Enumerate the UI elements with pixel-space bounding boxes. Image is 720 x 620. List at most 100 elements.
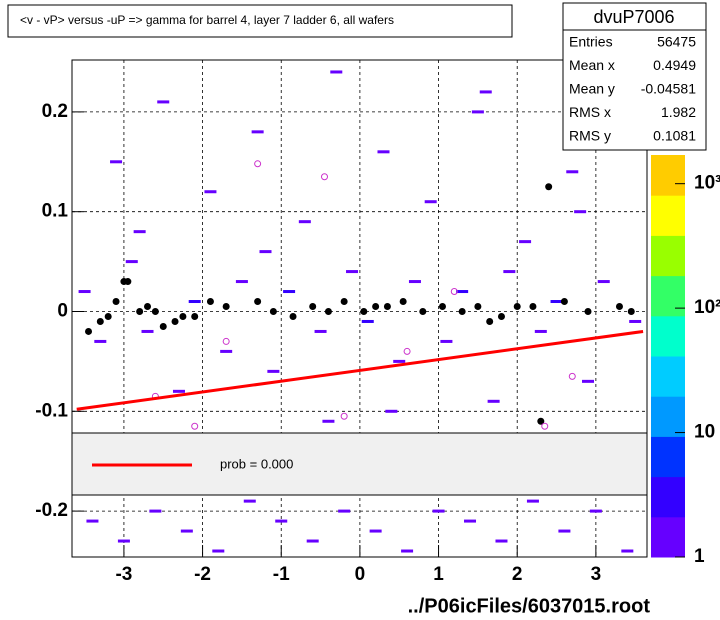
stat-label: RMS y [569,128,611,144]
chart-title: <v - vP> versus -uP => gamma for barrel … [20,13,394,27]
mean-point [340,412,348,420]
profile-point [560,298,568,306]
stat-value: 0.4949 [653,57,696,73]
profile-point [372,303,380,311]
stat-label: Entries [569,34,613,50]
y-tick-label: 0.1 [42,201,69,222]
profile-point [191,312,199,320]
y-tick-label: 0 [57,301,68,322]
bin [157,100,170,104]
profile-point [383,303,391,311]
bin [361,319,374,323]
profile-point [254,298,262,306]
x-tick-label: -2 [194,564,211,585]
mean-point [222,337,230,345]
bin [495,539,508,543]
profile-point [615,303,623,311]
x-tick-label: 0 [355,564,366,585]
stat-label: RMS x [569,104,611,120]
x-tick-label: 1 [433,564,444,585]
profile-point [537,417,545,425]
palette-cell [651,315,685,357]
stat-label: Mean y [569,81,615,97]
bin [78,290,91,294]
bin [408,280,421,284]
y-tick-label: -0.2 [35,500,68,521]
stats-box [562,2,707,151]
profile-point [497,312,505,320]
y-tick-label: -0.1 [35,400,68,421]
bin [393,359,406,363]
profile-point [104,312,112,320]
profile-point [340,298,348,306]
mean-point [568,372,576,380]
bin [550,300,563,304]
bin [479,90,492,94]
bin [621,549,634,553]
legend-label: prob = 0.000 [220,456,293,471]
bin [212,549,225,553]
stat-label: Mean x [569,57,615,73]
profile-point [438,303,446,311]
z-tick-label: 1 [694,546,705,567]
bin [86,519,99,523]
bin [519,240,532,244]
profile-point [486,317,494,325]
bin [440,339,453,343]
mean-point [403,347,411,355]
y-tick-label: 0.2 [42,101,68,122]
bin [220,349,233,353]
bin [558,529,571,533]
bin [346,270,359,274]
bin [283,290,296,294]
profile-point [419,307,427,315]
stats-rows: Entries 56475 Mean x 0.4949 Mean y -0.04581 RM… [569,34,696,144]
profile-point [96,317,104,325]
profile-point [474,303,482,311]
profile-point [206,298,214,306]
bin [298,220,311,224]
bin [110,160,123,164]
palette-cell [651,436,685,478]
stats-title: dvuP7006 [593,7,674,27]
bin [487,399,500,403]
bin [534,329,547,333]
bin [149,509,162,513]
profile-point [144,303,152,311]
bin [180,529,193,533]
bin [314,329,327,333]
mean-point [191,422,199,430]
bin [385,409,398,413]
bin [204,190,217,194]
profile-point [179,312,187,320]
profile-point [222,303,230,311]
palette-cell [651,396,685,437]
bin [574,210,587,214]
fit-line [76,329,644,411]
bin [330,70,343,74]
footer: ../P06icFiles/6037015.root [408,595,651,617]
x-tick-label: 2 [512,564,523,585]
profile-point [360,307,368,315]
bin [432,509,445,513]
mean-point [320,173,328,181]
bin [94,339,107,343]
bin [243,499,256,503]
x-tick-label: -3 [115,564,132,585]
bin [424,200,437,204]
bin [401,549,414,553]
x-tick-label: -1 [273,564,290,585]
bin [235,280,248,284]
profile-point [324,307,332,315]
palette-cell [651,356,685,397]
bin [117,539,130,543]
stat-value: 56475 [657,34,696,50]
profile-point [159,322,167,330]
x-tick-label: 3 [591,564,602,585]
profile-point [584,307,592,315]
palette-cell [651,275,685,317]
profile-point [124,278,132,286]
profile-point [627,307,635,315]
bin [306,539,319,543]
